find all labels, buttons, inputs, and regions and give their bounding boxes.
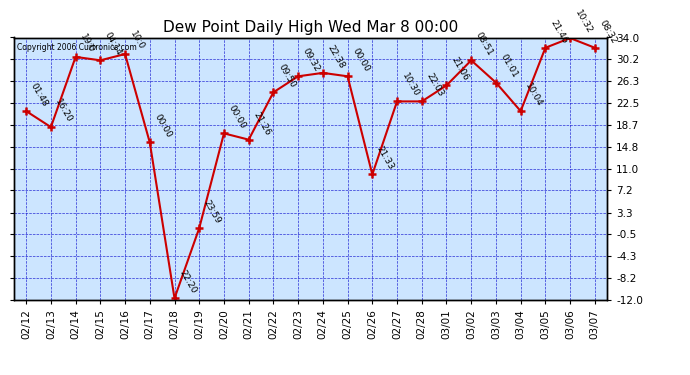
Text: 10:32: 10:32 [573, 9, 593, 35]
Title: Dew Point Daily High Wed Mar 8 00:00: Dew Point Daily High Wed Mar 8 00:00 [163, 20, 458, 35]
Text: 21:06: 21:06 [449, 56, 470, 82]
Text: 01:48: 01:48 [29, 81, 50, 108]
Text: 00:00: 00:00 [152, 113, 173, 140]
Text: 10:0: 10:0 [128, 29, 146, 51]
Text: 08:32: 08:32 [598, 18, 618, 45]
Text: 22:03: 22:03 [424, 72, 445, 99]
Text: 09:50: 09:50 [276, 63, 297, 90]
Text: 00:00: 00:00 [227, 104, 248, 130]
Text: 22:20: 22:20 [177, 269, 198, 296]
Text: 21:46: 21:46 [548, 18, 569, 45]
Text: Copyright 2006 Curtronics.com: Copyright 2006 Curtronics.com [17, 43, 137, 52]
Text: 00:00: 00:00 [351, 46, 371, 74]
Text: 22:38: 22:38 [326, 44, 346, 70]
Text: 23:59: 23:59 [202, 198, 223, 225]
Text: 10:30: 10:30 [400, 72, 420, 99]
Text: 01:01: 01:01 [499, 53, 520, 80]
Text: 10:04: 10:04 [524, 81, 544, 108]
Text: 08:51: 08:51 [474, 31, 495, 57]
Text: 21:33: 21:33 [375, 145, 396, 172]
Text: 16:20: 16:20 [54, 98, 75, 124]
Text: 09:32: 09:32 [301, 47, 322, 74]
Text: 04:14: 04:14 [103, 31, 124, 57]
Text: 19:0: 19:0 [79, 32, 96, 54]
Text: 21:26: 21:26 [251, 110, 272, 137]
